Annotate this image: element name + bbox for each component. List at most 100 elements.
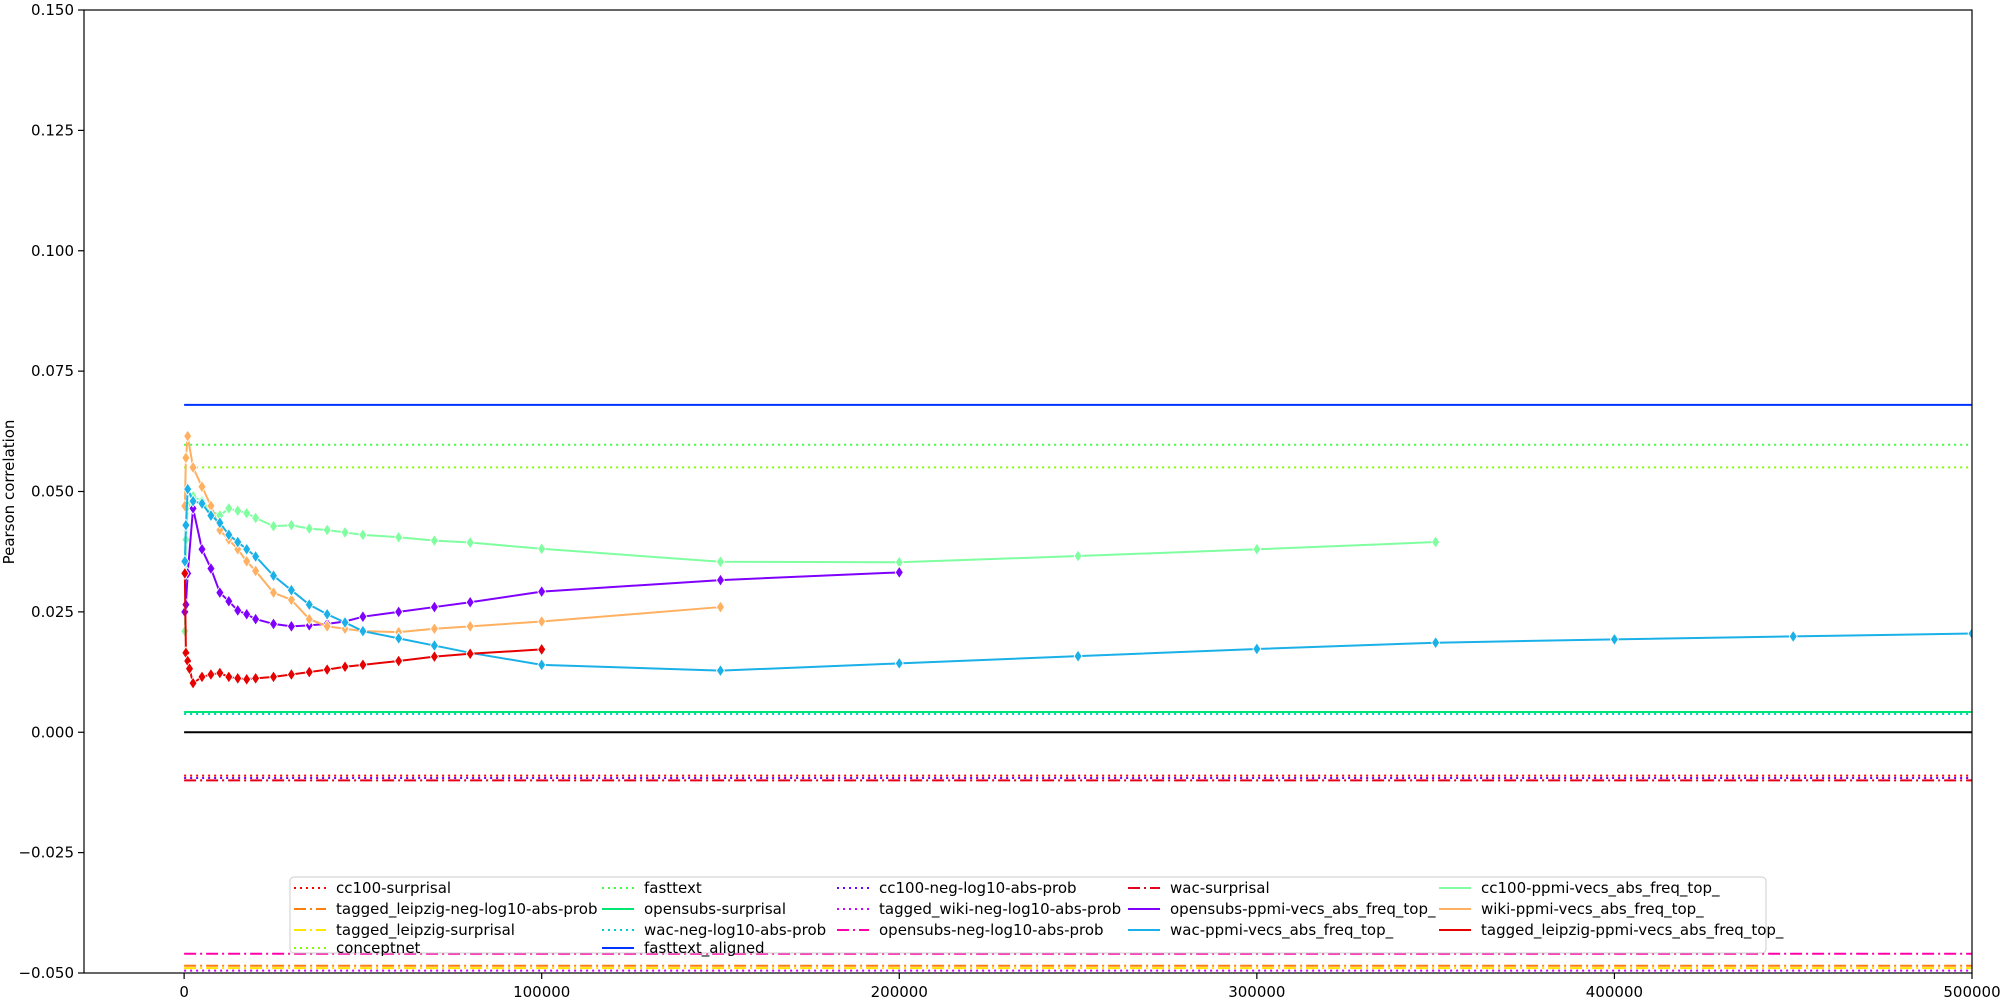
data-point [537,614,547,629]
data-point [215,516,225,530]
data-point [269,569,278,583]
legend-item-cc100-surprisal: cc100-surprisal [294,879,451,897]
y-tick-label: 0.125 [31,121,74,139]
legend-item-wiki-ppmi-vecs-abs-freq-top: wiki-ppmi-vecs_abs_freq_top_ [1439,900,1704,919]
legend-item-wac-ppmi-vecs-abs-freq-top: wac-ppmi-vecs_abs_freq_top_ [1128,921,1394,940]
data-point [1609,632,1619,647]
data-point [242,672,252,687]
x-tick-label: 400000 [1586,983,1643,1000]
y-tick-label: 0.075 [31,362,74,380]
data-point [465,535,475,550]
legend-label: tagged_wiki-neg-log10-abs-prob [879,900,1121,919]
data-point [183,429,193,443]
data-point [206,508,216,523]
data-series [180,429,1972,690]
data-point [233,542,243,557]
data-point [206,561,216,576]
data-point [429,622,439,636]
data-point [304,597,314,612]
y-tick-label: 0.150 [31,1,74,19]
data-point [251,671,261,686]
data-point [242,554,252,569]
data-point [224,528,234,542]
data-point [224,670,234,684]
data-point [183,482,193,496]
data-point [251,549,261,564]
data-point [181,518,191,532]
data-point [181,451,191,465]
data-point [233,671,243,686]
horizontal-reference-lines [184,403,1972,972]
legend-label: fasttext_aligned [644,939,765,958]
legend-item-tagged-leipzig-neg-log10-abs-prob: tagged_leipzig-neg-log10-abs-prob [294,900,597,919]
x-tick-label: 0 [179,983,189,1000]
y-tick-label: −0.025 [18,844,74,862]
data-point [304,612,314,626]
data-point [251,612,261,626]
x-axis-ticks: 0 100000 200000 300000 400000 500000 [179,973,2000,1001]
data-point [1788,629,1798,644]
data-point [394,631,404,646]
legend-label: tagged_leipzig-neg-log10-abs-prob [336,900,597,919]
legend-item-opensubs-neg-log10-abs-prob: opensubs-neg-log10-abs-prob [837,921,1104,939]
data-point [197,542,207,557]
data-point [358,658,368,672]
data-point [188,494,198,508]
data-point [242,607,252,622]
data-point [894,656,904,671]
data-point [1252,642,1262,656]
data-point [233,603,243,618]
data-point [242,506,252,520]
data-point [286,518,296,532]
series-line [183,435,721,634]
legend-item-fasttext: fasttext [602,879,702,897]
x-tick-label: 500000 [1943,983,2000,1000]
legend-label: wac-surprisal [1170,879,1270,897]
data-point [251,564,261,578]
legend-item-opensubs-surprisal: opensubs-surprisal [602,900,786,918]
data-point [206,667,216,682]
data-point [358,609,368,624]
legend-label: tagged_leipzig-ppmi-vecs_abs_freq_top_ [1481,921,1784,940]
data-point [215,585,225,600]
data-point [215,666,225,680]
data-point [286,583,296,597]
data-point [197,670,207,684]
y-axis-ticks: −0.050 −0.025 0.000 0.025 0.050 0.075 0.100 0.1… [18,1,84,982]
data-point [1073,649,1083,663]
data-point [224,594,234,609]
data-point [1967,626,1972,641]
legend-item-tagged-leipzig-ppmi-vecs-abs-freq-top: tagged_leipzig-ppmi-vecs_abs_freq_top_ [1439,921,1784,940]
data-point [304,521,314,536]
data-point [1252,542,1262,557]
data-point [537,542,547,556]
data-point [188,501,198,516]
data-point [322,619,332,634]
data-point [340,615,350,630]
data-point [286,593,296,607]
legend-label: tagged_leipzig-surprisal [336,921,515,940]
legend-label: opensubs-neg-log10-abs-prob [879,921,1104,939]
x-tick-label: 100000 [513,983,570,1000]
legend-item-conceptnet: conceptnet [294,939,421,957]
data-point [340,525,350,540]
data-point [1431,535,1441,549]
data-point [465,647,475,661]
legend-label: cc100-ppmi-vecs_abs_freq_top_ [1481,879,1720,898]
y-tick-label: −0.050 [18,964,74,982]
data-point [188,460,198,475]
series-tagged-leipzig-ppmi-vecs-abs-freq-top [180,566,547,690]
data-point [358,528,368,542]
data-point [465,619,475,634]
data-point [394,654,404,668]
legend-label: opensubs-surprisal [644,900,786,918]
data-point [224,501,234,516]
legend-item-tagged-leipzig-surprisal: tagged_leipzig-surprisal [294,921,515,940]
data-point [358,624,368,638]
legend-item-cc100-neg-log10-abs-prob: cc100-neg-log10-abs-prob [837,879,1077,897]
data-point [716,573,725,587]
data-point [894,565,904,580]
data-point [394,605,404,619]
